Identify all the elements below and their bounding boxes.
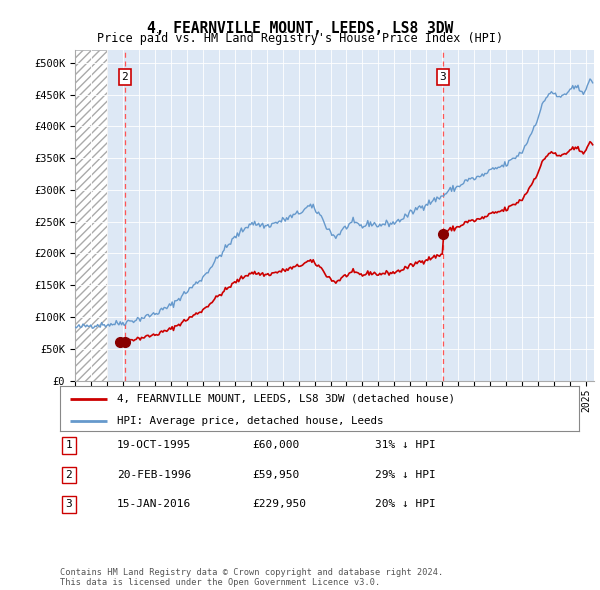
Text: 29% ↓ HPI: 29% ↓ HPI <box>375 470 436 480</box>
Text: HPI: Average price, detached house, Leeds: HPI: Average price, detached house, Leed… <box>117 416 383 426</box>
Text: 2: 2 <box>121 72 128 82</box>
Text: 20% ↓ HPI: 20% ↓ HPI <box>375 500 436 509</box>
Text: 1: 1 <box>65 441 73 450</box>
Text: 19-OCT-1995: 19-OCT-1995 <box>117 441 191 450</box>
Text: 3: 3 <box>65 500 73 509</box>
Bar <box>75 50 107 381</box>
Text: £59,950: £59,950 <box>252 470 299 480</box>
Text: 20-FEB-1996: 20-FEB-1996 <box>117 470 191 480</box>
Text: Contains HM Land Registry data © Crown copyright and database right 2024.
This d: Contains HM Land Registry data © Crown c… <box>60 568 443 587</box>
Text: 3: 3 <box>440 72 446 82</box>
Text: £229,950: £229,950 <box>252 500 306 509</box>
Text: 4, FEARNVILLE MOUNT, LEEDS, LS8 3DW (detached house): 4, FEARNVILLE MOUNT, LEEDS, LS8 3DW (det… <box>117 394 455 404</box>
Text: £60,000: £60,000 <box>252 441 299 450</box>
Text: 2: 2 <box>65 470 73 480</box>
Text: 15-JAN-2016: 15-JAN-2016 <box>117 500 191 509</box>
Text: 31% ↓ HPI: 31% ↓ HPI <box>375 441 436 450</box>
Text: Price paid vs. HM Land Registry's House Price Index (HPI): Price paid vs. HM Land Registry's House … <box>97 32 503 45</box>
Text: 4, FEARNVILLE MOUNT, LEEDS, LS8 3DW: 4, FEARNVILLE MOUNT, LEEDS, LS8 3DW <box>147 21 453 35</box>
